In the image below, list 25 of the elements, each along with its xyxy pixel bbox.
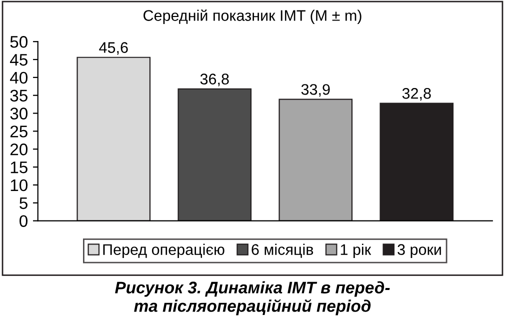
y-tick-label: 0 (20, 215, 28, 228)
y-tick-label: 15 (10, 162, 28, 174)
y-tick-label: 10 (10, 179, 28, 192)
y-tick-label: 50 (10, 36, 28, 48)
chart-title: Середній показник IMT (M ± m) (144, 9, 362, 24)
data-label: 36,8 (200, 74, 229, 86)
data-label: 45,6 (99, 42, 128, 55)
y-tick-label: 40 (10, 72, 28, 84)
bar (380, 102, 454, 221)
y-tick-label: 35 (10, 90, 28, 102)
legend-label: 3 роки (398, 244, 441, 258)
bar (278, 98, 353, 221)
data-label: 32,8 (402, 88, 431, 101)
bar (76, 56, 151, 221)
legend-label: 1 рік (340, 244, 372, 258)
y-tick-label: 20 (10, 144, 28, 156)
y-tick-label: 5 (20, 197, 28, 210)
legend-label: Перед операцією (103, 244, 224, 258)
bar (178, 88, 252, 221)
text: Рисунок 3. Динаміка IMT в перед- та післяопераційний період (115, 281, 390, 316)
y-tick-label: 30 (10, 108, 28, 120)
y-tick-label: 45 (10, 54, 28, 66)
legend-label: 6 місяців (252, 244, 314, 258)
y-tick-label: 25 (10, 126, 28, 138)
data-label: 33,9 (301, 84, 330, 97)
